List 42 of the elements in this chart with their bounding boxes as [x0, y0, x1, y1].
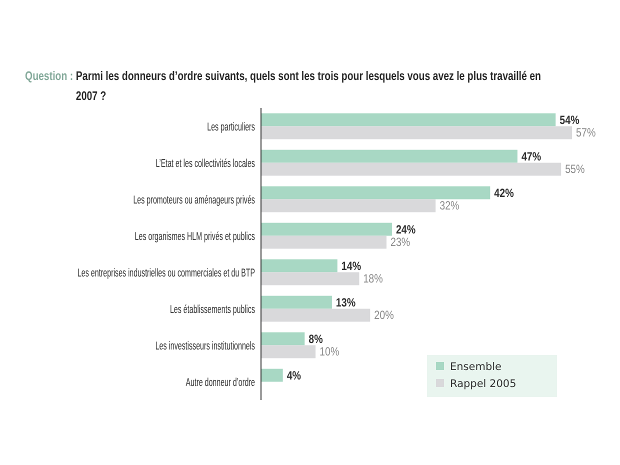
data-label: 47% [521, 150, 542, 164]
chart-subtitle: Parmi les donneurs d’ordre suivants, quels sont les trois pour lesquels vous avez le plus travaillé en 2007 ? [76, 70, 542, 104]
y-tick-label: Les particuliers [207, 120, 256, 134]
bar [261, 236, 386, 249]
bar [261, 296, 332, 309]
bar [261, 222, 392, 236]
bar [261, 368, 283, 382]
data-label: 18% [363, 272, 384, 286]
bar [261, 272, 360, 286]
data-label: 32% [440, 200, 460, 214]
bar [261, 199, 436, 212]
data-label: 23% [390, 236, 410, 250]
y-tick-label: Les établissements publics [170, 303, 256, 316]
legend-label: Rappel 2005 [450, 378, 516, 390]
bar [261, 259, 338, 272]
bar [261, 126, 572, 140]
y-tick-label: Les investisseurs institutionnels [155, 340, 256, 353]
text: Question : [25, 70, 74, 84]
y-tick-label: Les organismes HLM privés et publics [134, 230, 256, 244]
data-label: 13% [336, 296, 356, 310]
bar [261, 186, 490, 200]
y-tick-label: Les entreprises industrielles ou commerciales et du BTP [77, 266, 255, 280]
y-tick-label: Autre donneur d’ordre [186, 376, 255, 390]
legend-label: Ensemble [450, 361, 502, 373]
bar [261, 332, 305, 346]
data-label: 57% [576, 126, 596, 140]
y-tick-label: Les promoteurs ou aménageurs privés [133, 194, 256, 207]
data-label: 55% [565, 163, 585, 177]
data-label: 4% [286, 369, 302, 383]
data-label: 24% [396, 223, 416, 237]
data-label: 54% [560, 114, 580, 128]
data-label: 14% [341, 260, 362, 274]
bar [261, 113, 556, 126]
y-tick-label: L’Etat et les collectivités locales [156, 157, 256, 170]
data-label: 8% [308, 332, 324, 346]
bar [261, 345, 316, 358]
bar [261, 308, 370, 322]
bar [261, 162, 562, 176]
data-label: 10% [320, 346, 340, 360]
data-label: 20% [374, 309, 394, 323]
data-label: 42% [494, 186, 514, 200]
bar [261, 150, 518, 163]
